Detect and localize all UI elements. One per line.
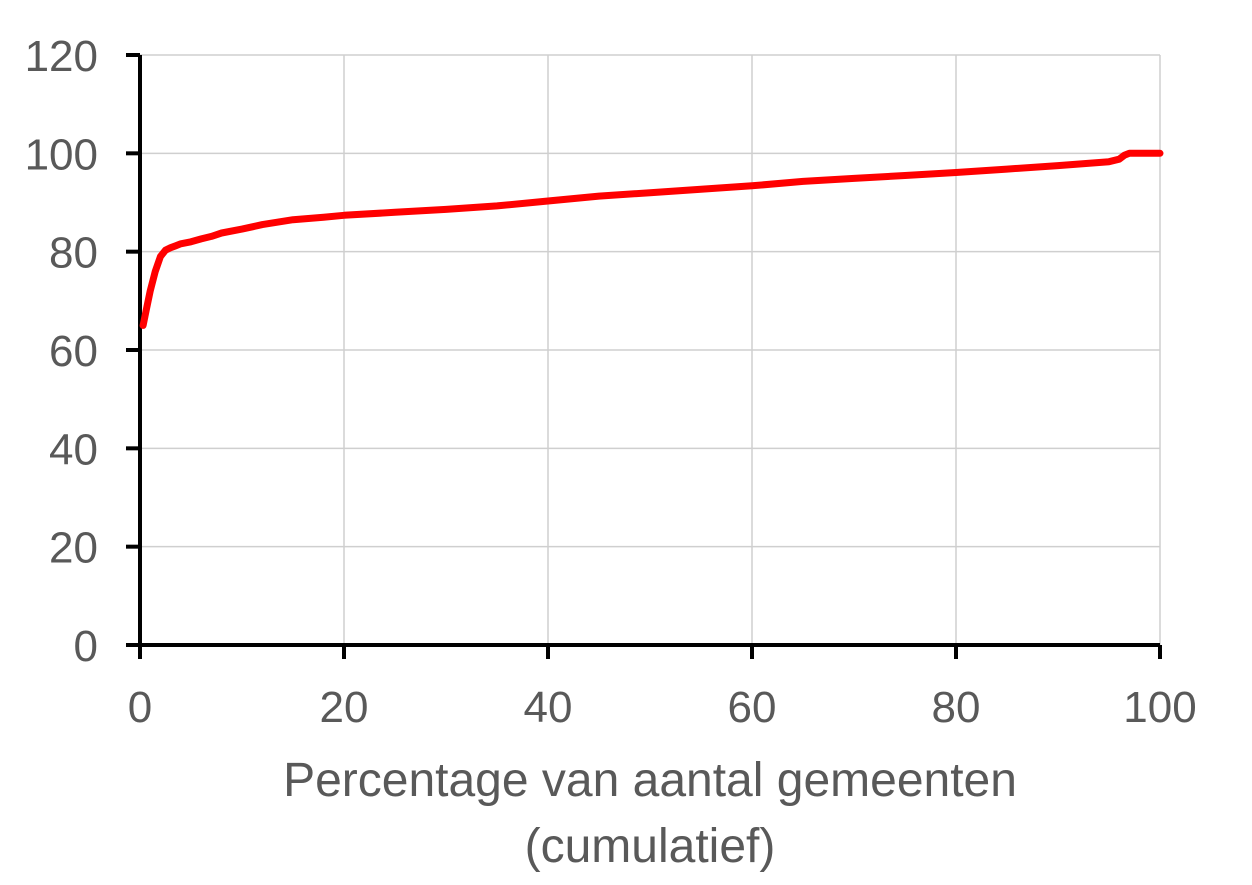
x-tick-label: 40 bbox=[524, 683, 573, 732]
y-tick-label: 40 bbox=[49, 425, 98, 474]
x-tick-label: 20 bbox=[320, 683, 369, 732]
x-axis-title-line-1: Percentage van aantal gemeenten bbox=[283, 754, 1017, 807]
x-tick-label: 100 bbox=[1123, 683, 1196, 732]
x-tick-label: 60 bbox=[728, 683, 777, 732]
y-tick-label: 60 bbox=[49, 327, 98, 376]
gridlines bbox=[140, 54, 1161, 645]
x-axis-ticks: 0 20 40 60 80 100 bbox=[128, 683, 1197, 732]
y-tick-label: 120 bbox=[25, 32, 98, 81]
y-tick-label: 0 bbox=[74, 622, 98, 671]
x-tick-label: 80 bbox=[932, 683, 981, 732]
y-axis-ticks: 0 20 40 60 80 100 120 bbox=[25, 32, 98, 671]
x-axis-title-line-2: (cumulatief) bbox=[525, 820, 776, 873]
axes bbox=[126, 53, 1162, 659]
x-tick-label: 0 bbox=[128, 683, 152, 732]
y-tick-label: 80 bbox=[49, 229, 98, 278]
series-line-0 bbox=[139, 149, 1164, 329]
y-tick-label: 20 bbox=[49, 524, 98, 573]
series-group bbox=[139, 149, 1164, 329]
y-tick-label: 100 bbox=[25, 130, 98, 179]
